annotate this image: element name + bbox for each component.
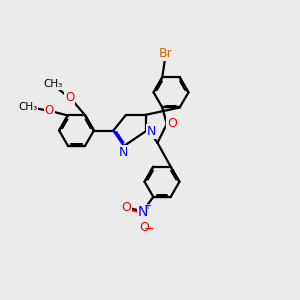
Text: −: − bbox=[144, 224, 155, 236]
Text: CH₃: CH₃ bbox=[18, 102, 37, 112]
Text: +: + bbox=[143, 202, 151, 212]
Text: O: O bbox=[167, 118, 177, 130]
Text: O: O bbox=[140, 221, 149, 234]
Text: O: O bbox=[121, 201, 130, 214]
Text: O: O bbox=[65, 91, 74, 104]
Text: Br: Br bbox=[158, 47, 172, 60]
Text: CH₃: CH₃ bbox=[44, 79, 63, 89]
Text: O: O bbox=[45, 104, 54, 117]
Text: N: N bbox=[147, 125, 156, 138]
Text: N: N bbox=[118, 146, 128, 159]
Text: N: N bbox=[138, 205, 148, 219]
